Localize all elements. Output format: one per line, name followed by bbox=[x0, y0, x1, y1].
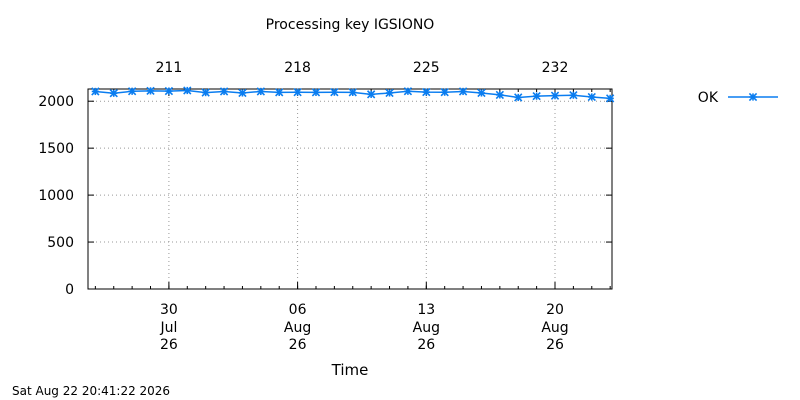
data-point bbox=[201, 88, 210, 97]
data-point bbox=[550, 91, 560, 100]
data-point bbox=[440, 88, 449, 97]
x-tick-day-label: 13 bbox=[417, 302, 435, 318]
data-point bbox=[514, 93, 523, 102]
data-point bbox=[183, 86, 192, 95]
x-tick-day-label: 30 bbox=[160, 302, 178, 318]
legend-label-ok: OK bbox=[698, 90, 719, 106]
data-point bbox=[477, 88, 486, 98]
chart-title: Processing key IGSIONO bbox=[266, 17, 435, 33]
x-top-tick-label: 225 bbox=[413, 60, 440, 76]
x-top-tick-label: 211 bbox=[156, 60, 183, 76]
legend-marker bbox=[748, 92, 758, 102]
x-tick-year-label: 26 bbox=[160, 337, 178, 353]
legend: OK bbox=[698, 90, 778, 106]
x-tick-month-label: Aug bbox=[284, 320, 311, 336]
data-point bbox=[91, 87, 100, 96]
data-point bbox=[495, 90, 505, 100]
series-layer bbox=[91, 86, 615, 103]
data-point bbox=[348, 88, 357, 97]
data-point bbox=[532, 91, 541, 101]
x-tick-year-label: 26 bbox=[417, 337, 435, 353]
y-tick-label: 0 bbox=[65, 282, 74, 298]
data-point bbox=[422, 87, 431, 97]
data-point bbox=[587, 92, 596, 102]
grid-lines bbox=[88, 89, 612, 289]
y-tick-label: 1500 bbox=[38, 141, 74, 157]
x-tick-year-label: 26 bbox=[546, 337, 564, 353]
data-point bbox=[219, 87, 229, 96]
y-tick-label: 2000 bbox=[38, 94, 74, 110]
data-point bbox=[385, 88, 394, 98]
data-point bbox=[403, 87, 413, 96]
x-tick-day-label: 20 bbox=[546, 302, 564, 318]
y-tick-label: 500 bbox=[47, 235, 74, 251]
data-point bbox=[605, 94, 615, 103]
data-point bbox=[146, 86, 155, 96]
data-point bbox=[127, 87, 137, 96]
x-tick-year-label: 26 bbox=[289, 337, 307, 353]
data-point bbox=[256, 87, 265, 96]
data-point bbox=[164, 86, 174, 96]
data-point bbox=[275, 88, 284, 97]
timestamp: Sat Aug 22 20:41:22 2026 bbox=[12, 384, 170, 398]
x-tick-month-label: Aug bbox=[541, 320, 568, 336]
x-tick-month-label: Aug bbox=[413, 320, 440, 336]
x-tick-day-label: 06 bbox=[289, 302, 307, 318]
x-top-tick-label: 232 bbox=[542, 60, 569, 76]
y-tick-label: 1000 bbox=[38, 188, 74, 204]
data-point bbox=[311, 88, 321, 97]
x-tick-month-label: Jul bbox=[159, 320, 177, 336]
x-axis-title: Time bbox=[331, 361, 369, 379]
data-point bbox=[109, 89, 118, 98]
data-point bbox=[238, 88, 247, 98]
data-point bbox=[293, 88, 302, 97]
data-point bbox=[458, 87, 468, 96]
plot-frame bbox=[87, 88, 613, 290]
y-axis: 0 500 1000 1500 2000 bbox=[38, 94, 612, 298]
data-point bbox=[569, 91, 578, 100]
data-point bbox=[330, 88, 339, 97]
x-top-tick-label: 218 bbox=[284, 60, 311, 76]
data-point bbox=[366, 90, 376, 99]
